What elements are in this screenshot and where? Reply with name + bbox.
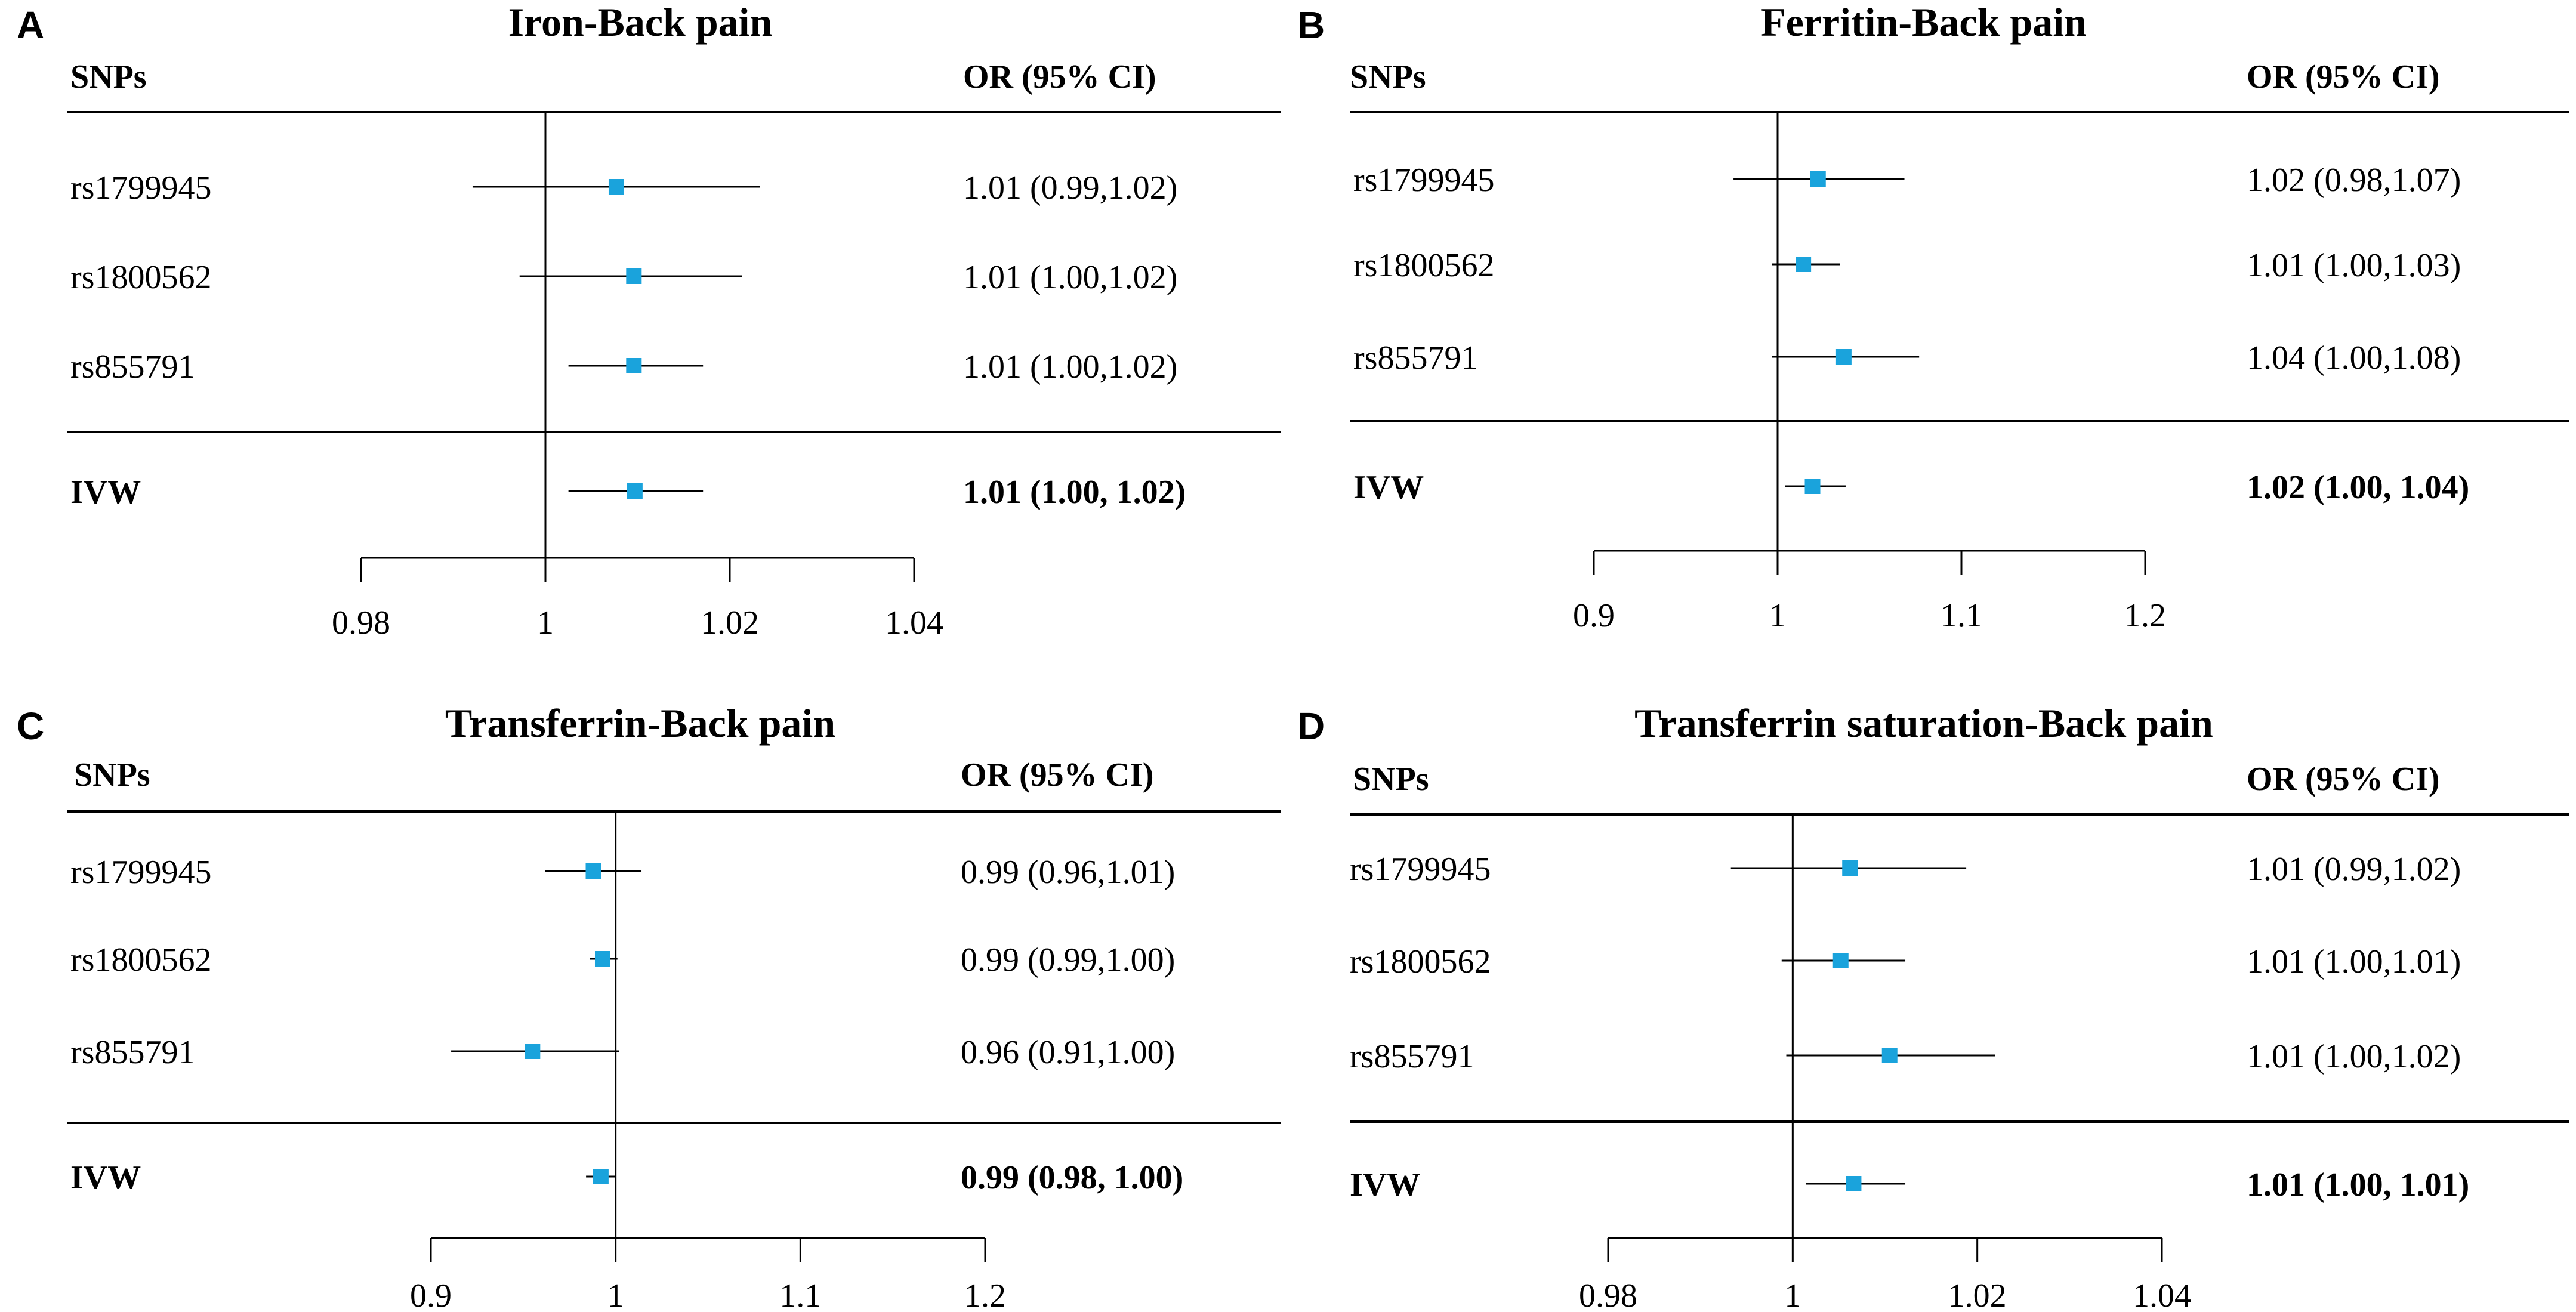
snp-row-3-label: rs855791 [1353, 339, 1477, 376]
panel-label: C [17, 705, 44, 748]
panel-label: D [1297, 705, 1325, 748]
snp-row-1-point [1842, 860, 1858, 876]
snp-row-1-or-value: 0.99 (0.96,1.01) [961, 854, 1175, 891]
snp-row-2-point [1796, 257, 1812, 272]
snps-column-header: SNPs [70, 58, 147, 95]
x-tick-label: 1.2 [2124, 597, 2166, 634]
snps-column-header: SNPs [1353, 761, 1429, 798]
snp-row-3-or-value: 1.01 (1.00,1.02) [963, 348, 1177, 385]
x-tick-label: 0.98 [1579, 1277, 1637, 1312]
snp-row-3-label: rs855791 [70, 348, 195, 385]
ivw-row-point [1846, 1176, 1862, 1191]
snp-row-3-label: rs855791 [1350, 1038, 1474, 1075]
panel-label: B [1297, 4, 1325, 47]
panel-title: Transferrin-Back pain [445, 700, 835, 746]
x-tick-label: 1 [607, 1277, 624, 1312]
x-tick-label: 1 [1769, 597, 1786, 634]
snp-row-1-label: rs1799945 [1350, 851, 1491, 888]
snp-row-3-point [1881, 1048, 1898, 1063]
snp-row-1-label: rs1799945 [70, 854, 211, 891]
snps-column-header: SNPs [1350, 58, 1426, 95]
ivw-row-or-value: 0.99 (0.98, 1.00) [961, 1159, 1183, 1196]
panel-d: D Transferrin saturation-Back pain SNPs OR … [1297, 700, 2569, 1312]
ivw-row-point [627, 483, 643, 499]
x-tick-label: 1.02 [1948, 1277, 2007, 1312]
x-tick-label: 1 [1784, 1277, 1801, 1312]
panel-title: Transferrin saturation-Back pain [1634, 700, 2213, 746]
snp-row-1-or-value: 1.02 (0.98,1.07) [2247, 162, 2461, 199]
snp-row-2-or-value: 0.99 (0.99,1.00) [961, 941, 1175, 978]
snp-row-2-label: rs1800562 [1353, 247, 1494, 284]
ivw-row-label: IVW [70, 1159, 141, 1196]
snp-row-3-or-value: 1.04 (1.00,1.08) [2247, 339, 2461, 376]
snp-row-1-or-value: 1.01 (0.99,1.02) [2247, 851, 2461, 888]
x-tick-label: 1.04 [2133, 1277, 2191, 1312]
snp-row-3-point [626, 358, 642, 373]
snp-row-3-or-value: 1.01 (1.00,1.02) [2247, 1038, 2461, 1075]
x-tick-label: 0.9 [410, 1277, 452, 1312]
or-column-header: OR (95% CI) [2247, 761, 2440, 798]
snps-column-header: SNPs [74, 757, 150, 794]
snp-row-2-label: rs1800562 [70, 259, 211, 296]
or-column-header: OR (95% CI) [963, 58, 1156, 95]
x-tick-label: 1.02 [701, 604, 759, 641]
panel-title: Ferritin-Back pain [1761, 0, 2087, 45]
snp-row-2-or-value: 1.01 (1.00,1.03) [2247, 247, 2461, 284]
snp-row-1-point [1810, 171, 1826, 187]
snp-row-2-point [594, 951, 610, 967]
snp-row-1-point [608, 179, 624, 195]
panel-c: C Transferrin-Back pain SNPs OR (95% CI) rs1… [17, 700, 1281, 1312]
x-tick-label: 0.9 [1573, 597, 1615, 634]
ivw-row-or-value: 1.01 (1.00, 1.01) [2247, 1166, 2469, 1203]
snp-row-3-point [1835, 349, 1852, 365]
x-tick-label: 1.1 [1941, 597, 1982, 634]
snp-row-2-label: rs1800562 [1350, 943, 1491, 980]
panel-a: A Iron-Back pain SNPs OR (95% CI) rs1799945 1… [17, 0, 1281, 641]
snp-row-3-point [525, 1044, 541, 1059]
snp-row-2-label: rs1800562 [70, 941, 211, 978]
or-column-header: OR (95% CI) [961, 757, 1154, 794]
snp-row-1-label: rs1799945 [1353, 162, 1494, 199]
x-tick-label: 1.2 [964, 1277, 1006, 1312]
ivw-row-point [1804, 479, 1821, 494]
x-tick-label: 1 [537, 604, 554, 641]
snp-row-3-or-value: 0.96 (0.91,1.00) [961, 1034, 1175, 1071]
snp-row-3-label: rs855791 [70, 1034, 195, 1071]
ivw-row-label: IVW [70, 474, 141, 511]
ivw-row-or-value: 1.01 (1.00, 1.02) [963, 474, 1186, 511]
panel-label: A [17, 4, 44, 47]
ivw-row-label: IVW [1350, 1166, 1420, 1203]
panel-b: B Ferritin-Back pain SNPs OR (95% CI) rs1799… [1297, 0, 2569, 634]
ivw-row-point [593, 1169, 609, 1184]
ivw-row-label: IVW [1353, 469, 1424, 506]
snp-row-1-or-value: 1.01 (0.99,1.02) [963, 169, 1177, 206]
snp-row-1-point [585, 863, 601, 879]
x-tick-label: 1.1 [779, 1277, 821, 1312]
snp-row-2-point [1832, 953, 1849, 968]
or-column-header: OR (95% CI) [2247, 58, 2440, 95]
ivw-row-or-value: 1.02 (1.00, 1.04) [2247, 469, 2469, 506]
panel-title: Iron-Back pain [508, 0, 773, 45]
snp-row-2-point [626, 268, 642, 284]
snp-row-2-or-value: 1.01 (1.00,1.02) [963, 259, 1177, 296]
snp-row-1-label: rs1799945 [70, 169, 211, 206]
x-tick-label: 1.04 [885, 604, 943, 641]
snp-row-2-or-value: 1.01 (1.00,1.01) [2247, 943, 2461, 980]
x-tick-label: 0.98 [332, 604, 390, 641]
